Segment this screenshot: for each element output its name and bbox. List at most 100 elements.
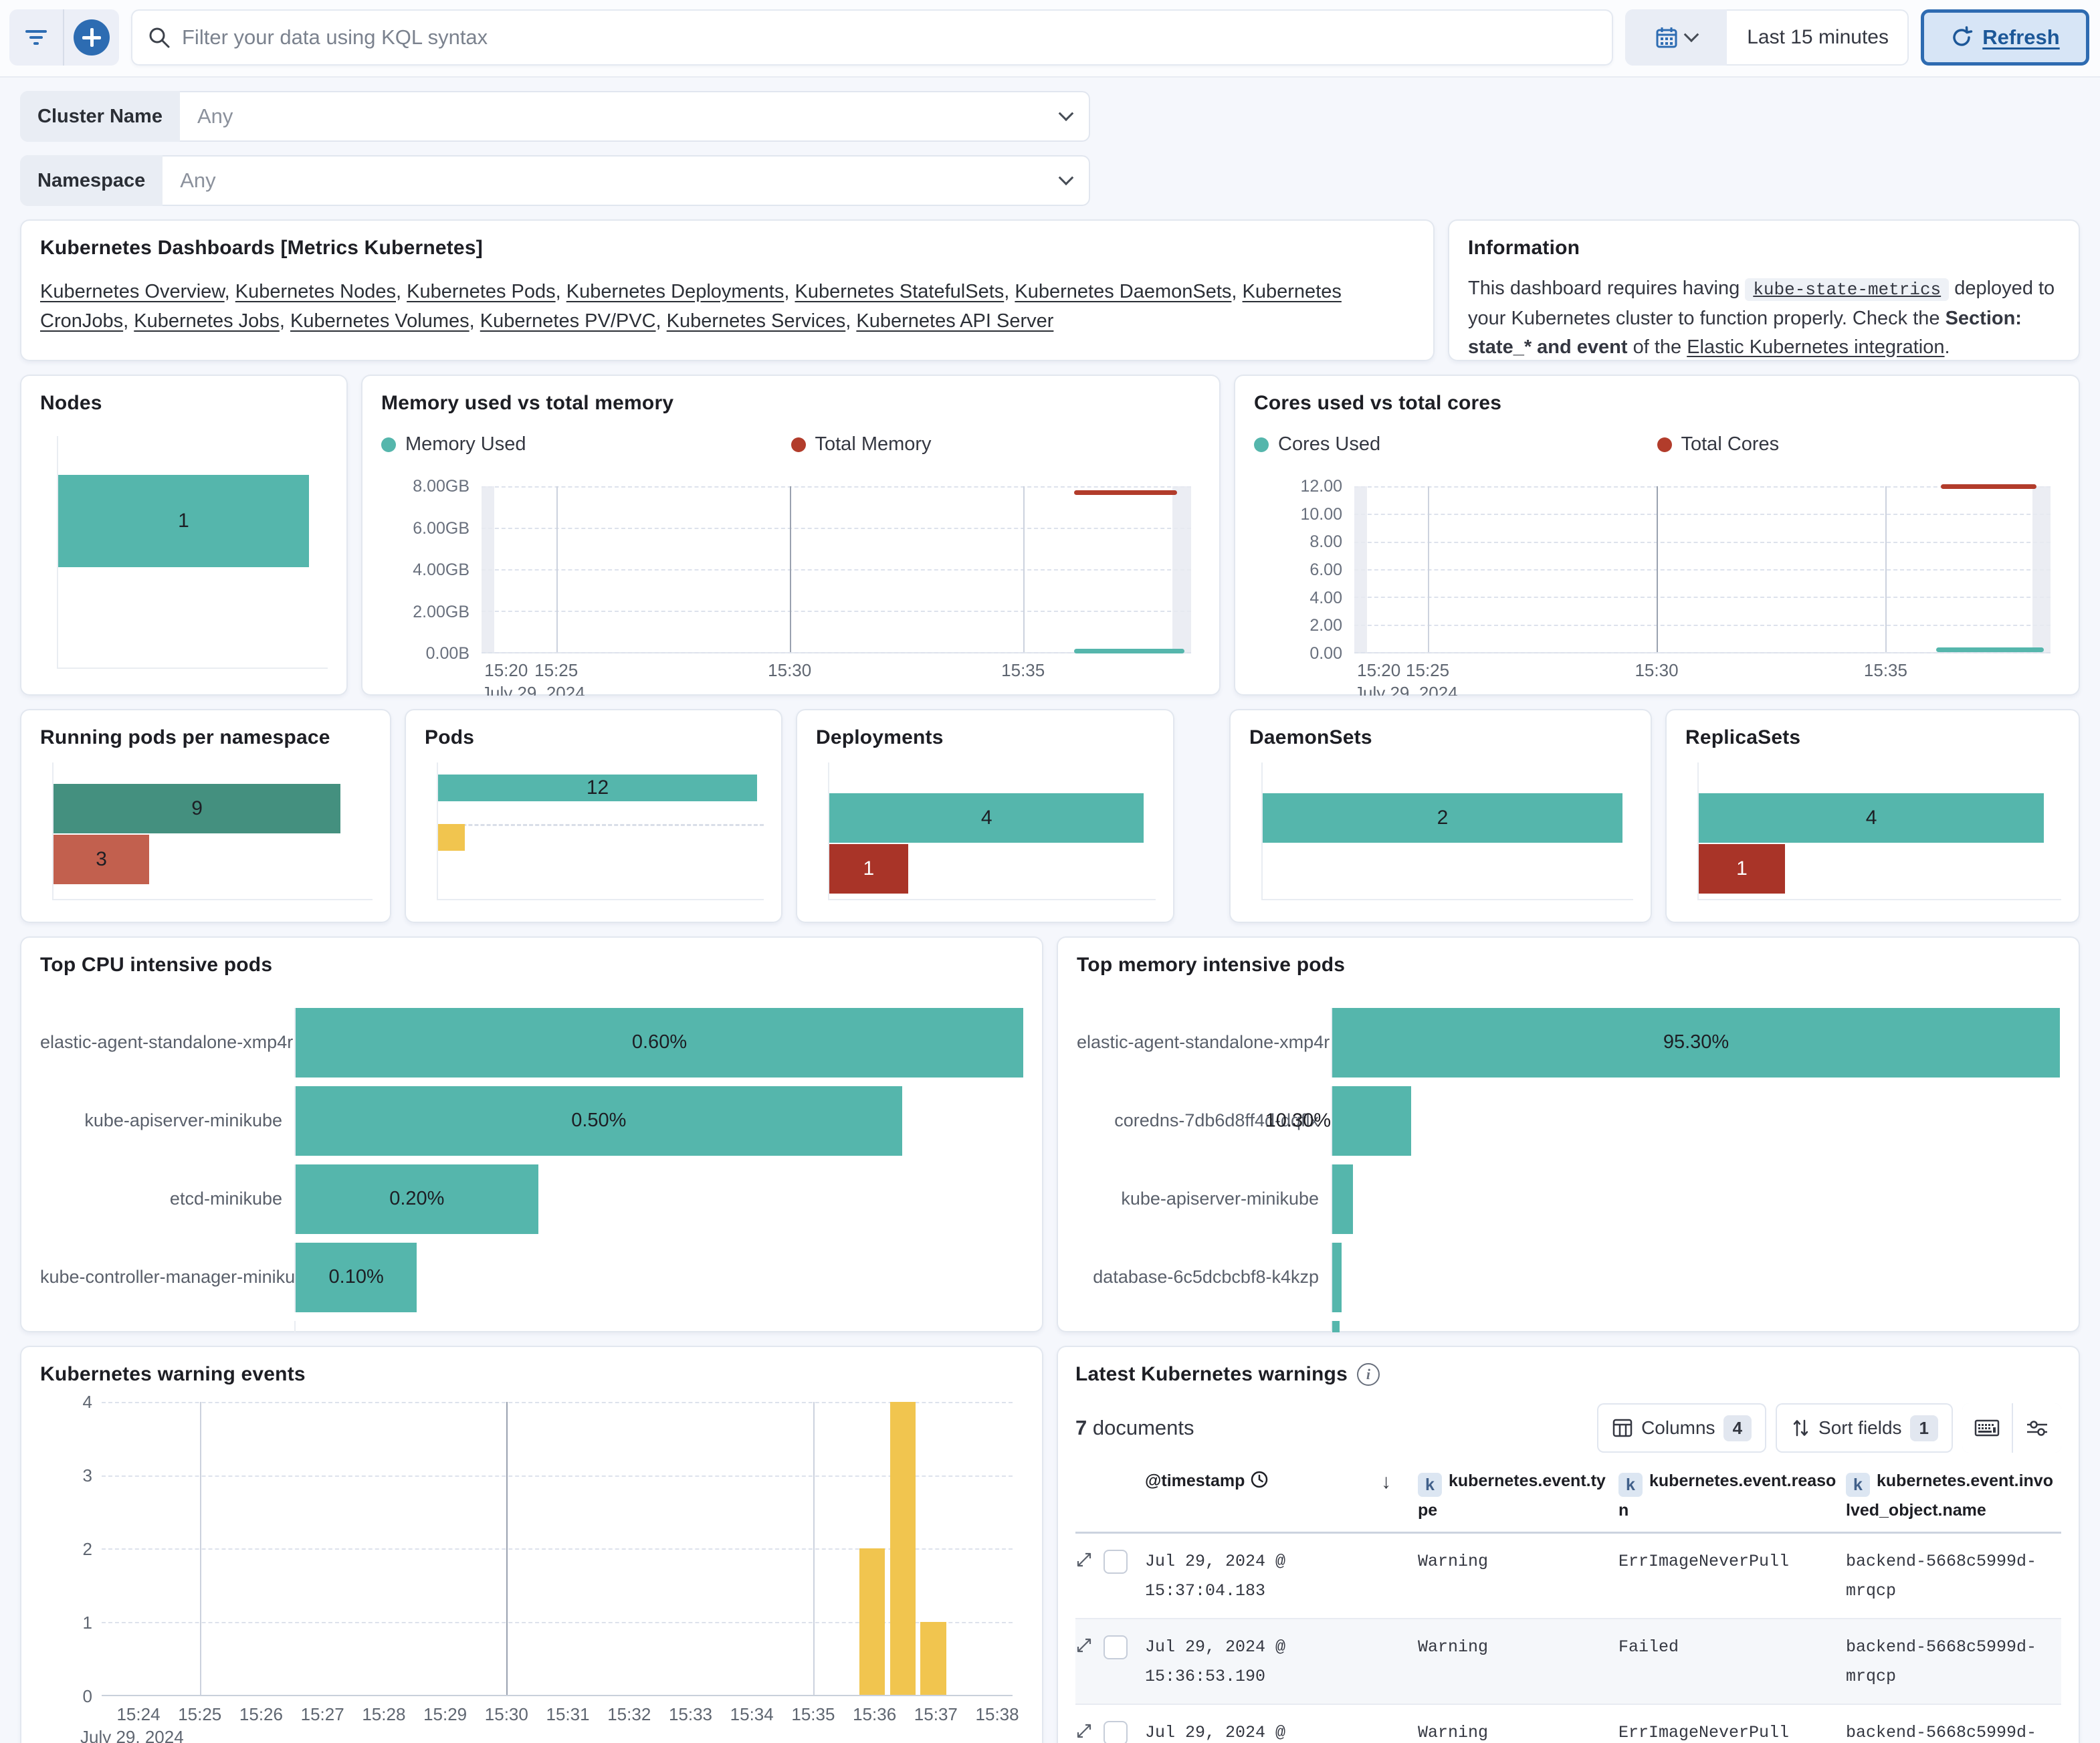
expand-row-icon[interactable] <box>1075 1633 1104 1654</box>
pods-bar[interactable] <box>438 824 465 851</box>
histogram-bar[interactable] <box>859 1548 885 1695</box>
legend-dot <box>381 437 396 452</box>
category-label: coredns-7db6d8ff4d-dqflx <box>1114 1110 1319 1130</box>
legend-label: Total Cores <box>1681 433 1780 455</box>
dashboard-link-kubernetes-overview[interactable]: Kubernetes Overview <box>40 281 225 302</box>
histogram-bar[interactable] <box>889 1402 916 1695</box>
namespace-select[interactable]: Namespace Any <box>20 155 1090 206</box>
refresh-button[interactable]: Refresh <box>1921 9 2089 66</box>
legend-label: Total Memory <box>815 433 932 455</box>
histogram-bar[interactable] <box>920 1621 946 1695</box>
memory-line-chart: 8.00GB 6.00GB 4.00GB 2.00GB 0.00B 15:20 15:25 1… <box>381 477 1200 696</box>
bar[interactable]: 0.60% <box>296 1007 1023 1078</box>
running_pods-bar[interactable]: 9 <box>54 784 341 833</box>
legend-dot <box>791 437 806 452</box>
replicasets-bar[interactable]: 4 <box>1699 793 2044 843</box>
legend-item-total-cores[interactable]: Total Cores <box>1657 433 2061 455</box>
bar-row: elastic-agent-standalone-xmp4r 0.60% <box>40 1003 1023 1082</box>
column-header-involved-object[interactable]: k kubernetes.event.involved_object.name <box>1846 1471 2053 1520</box>
series-cores-used[interactable] <box>1935 647 2044 652</box>
x-axis-label: 15:33 <box>668 1704 713 1724</box>
panel-top-cpu-intensive-pods: Top CPU intensive pods elastic-agent-sta… <box>20 936 1043 1332</box>
dashboard-link-kubernetes-daemonsets[interactable]: Kubernetes DaemonSets <box>1015 281 1232 302</box>
y-axis-label: 1 <box>82 1613 92 1633</box>
column-header-event-type[interactable]: k kubernetes.event.type <box>1418 1471 1606 1520</box>
series-total-memory[interactable] <box>1074 490 1178 496</box>
add-filter-button[interactable] <box>64 9 119 66</box>
kql-search-input[interactable]: Filter your data using KQL syntax <box>131 9 1614 66</box>
replicasets-bar[interactable]: 1 <box>1699 844 1786 894</box>
bar[interactable]: 0.20% <box>296 1164 538 1234</box>
row-checkbox[interactable] <box>1104 1550 1128 1574</box>
dashboard-link-kubernetes-jobs[interactable]: Kubernetes Jobs <box>134 310 280 332</box>
running_pods-bar[interactable]: 3 <box>54 835 150 884</box>
dashboard-link-kubernetes-pv-pvc[interactable]: Kubernetes PV/PVC <box>480 310 656 332</box>
filter-controls <box>9 9 119 66</box>
dashboard-link-kubernetes-volumes[interactable]: Kubernetes Volumes <box>290 310 469 332</box>
bar-row: coredns-7db6d8ff4d-dqflx <box>40 1316 1023 1332</box>
filter-button[interactable] <box>9 9 64 66</box>
daemonsets-bar[interactable]: 2 <box>1263 793 1622 843</box>
bar[interactable] <box>1332 1320 1340 1332</box>
panel-memory-used-vs-total-memory: Memory used vs total memory Memory Used T… <box>361 375 1221 696</box>
search-placeholder: Filter your data using KQL syntax <box>182 25 488 49</box>
keyword-token-icon: k <box>1846 1473 1870 1497</box>
fullscreen-keyboard-button[interactable] <box>1962 1403 2012 1453</box>
bar[interactable] <box>1332 1242 1342 1312</box>
bar[interactable]: 95.30% <box>1332 1007 2060 1078</box>
deployments-bar[interactable]: 4 <box>829 793 1144 843</box>
date-picker-calendar-button[interactable] <box>1625 9 1727 66</box>
query-toolbar: Filter your data using KQL syntax Last 1… <box>0 0 2100 78</box>
time-range-label[interactable]: Last 15 minutes <box>1747 26 1889 48</box>
chevron-down-icon <box>1058 170 1074 186</box>
legend-item-cores-used[interactable]: Cores Used <box>1254 433 1657 455</box>
bar[interactable]: 0.10% <box>296 1242 417 1312</box>
dashboard-link-kubernetes-api-server[interactable]: Kubernetes API Server <box>856 310 1054 332</box>
column-header-timestamp[interactable]: @timestamp ↓ <box>1145 1467 1418 1524</box>
series-total-cores[interactable] <box>1940 484 2037 489</box>
panel-information: Information This dashboard requires havi… <box>1448 219 2080 361</box>
y-axis-label: 6.00GB <box>413 518 469 538</box>
dashboard-link-kubernetes-services[interactable]: Kubernetes Services <box>666 310 846 332</box>
x-axis-label: 15:25 <box>178 1704 222 1724</box>
bar[interactable] <box>1332 1086 1411 1156</box>
info-icon[interactable]: i <box>1356 1363 1380 1386</box>
cluster-name-select[interactable]: Cluster Name Any <box>20 91 1090 142</box>
columns-button[interactable]: Columns 4 <box>1597 1403 1767 1453</box>
kube-state-metrics-link[interactable]: kube-state-metrics <box>1745 278 1950 301</box>
cell-event-type: Warning <box>1418 1552 1489 1571</box>
expand-row-icon[interactable] <box>1075 1547 1104 1568</box>
legend-item-memory-used[interactable]: Memory Used <box>381 433 791 455</box>
bar[interactable] <box>1332 1164 1353 1234</box>
display-options-button[interactable] <box>2012 1403 2061 1453</box>
sort-desc-icon[interactable]: ↓ <box>1381 1471 1391 1493</box>
row-checkbox[interactable] <box>1104 1635 1128 1659</box>
table-row[interactable]: Jul 29, 2024 @ 15:36:53.190 Warning Failed… <box>1075 1619 2061 1705</box>
dashboard-link-kubernetes-statefulsets[interactable]: Kubernetes StatefulSets <box>795 281 1005 302</box>
plus-icon <box>74 19 110 56</box>
cell-involved-object: backend-5668c5999d-mrqcp <box>1846 1723 2037 1742</box>
y-axis-label: 3 <box>82 1465 92 1485</box>
x-axis-label: 15:35 <box>1001 660 1045 680</box>
series-memory-used[interactable] <box>1074 648 1184 653</box>
dashboard-link-kubernetes-deployments[interactable]: Kubernetes Deployments <box>566 281 784 302</box>
x-axis-label: 15:30 <box>1635 660 1679 680</box>
legend-item-total-memory[interactable]: Total Memory <box>791 433 1201 455</box>
cell-event-type: Warning <box>1418 1637 1489 1657</box>
row-checkbox[interactable] <box>1104 1721 1128 1743</box>
bar[interactable]: 0.50% <box>296 1086 902 1156</box>
pods-bar[interactable]: 12 <box>438 775 758 801</box>
column-header-event-reason[interactable]: k kubernetes.event.reason <box>1618 1471 1836 1520</box>
nodes-bar[interactable]: 1 <box>58 475 309 567</box>
dashboard-link-kubernetes-cronjobs[interactable]: Kubernetes CronJobs <box>40 281 1342 332</box>
dashboard-link-kubernetes-pods[interactable]: Kubernetes Pods <box>407 281 556 302</box>
y-axis-label: 2.00GB <box>413 602 469 621</box>
expand-row-icon[interactable] <box>1075 1718 1104 1740</box>
deployments-bar[interactable]: 1 <box>829 844 908 894</box>
table-row[interactable]: Jul 29, 2024 @ 15:37:04.183 Warning ErrIma… <box>1075 1534 2061 1619</box>
sort-fields-button[interactable]: Sort fields 1 <box>1776 1403 1953 1453</box>
table-row[interactable]: Jul 29, 2024 @ 15:36:53.180 Warning ErrIma… <box>1075 1705 2061 1743</box>
elastic-kubernetes-integration-link[interactable]: Elastic Kubernetes integration <box>1687 336 1945 358</box>
dashboard-link-kubernetes-nodes[interactable]: Kubernetes Nodes <box>235 281 396 302</box>
